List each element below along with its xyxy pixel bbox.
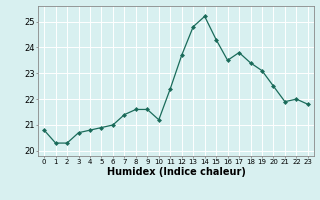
X-axis label: Humidex (Indice chaleur): Humidex (Indice chaleur) (107, 167, 245, 177)
